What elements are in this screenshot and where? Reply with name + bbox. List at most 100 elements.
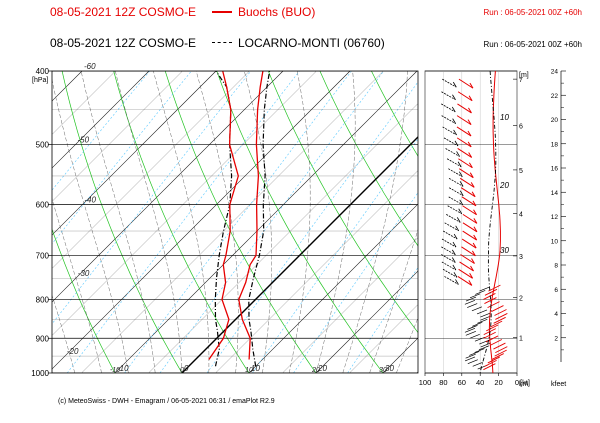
kfeet-tick-label: 2 — [554, 335, 558, 342]
wind-barb-locarno-flag — [459, 181, 464, 187]
wind-barb-buochs — [461, 196, 477, 207]
moist-adiabat — [52, 78, 129, 373]
wind-barb-locarno — [441, 261, 457, 271]
mixing-ratio-line — [206, 81, 418, 373]
wind-barb-buochs-flag — [468, 107, 472, 114]
wind-barb-buochs — [461, 238, 477, 249]
wind-barb-locarno — [449, 187, 464, 197]
isotherm-line — [52, 71, 217, 236]
km-axis-foot: km — [519, 381, 529, 388]
legend-swatch-locarno — [212, 42, 232, 44]
isotherm-line — [81, 71, 384, 373]
isotherm-line — [52, 71, 250, 269]
km-axis-unit: [m] — [519, 72, 529, 79]
wind-barb-buochs — [457, 91, 473, 102]
wind-barb-low-buochs — [484, 359, 497, 367]
wind-barb-buochs — [457, 103, 472, 114]
wind-barb-buochs — [456, 126, 472, 137]
series-buochs-temperature — [238, 71, 264, 360]
wind-barb-locarno-flag — [455, 225, 460, 232]
wind-barb-low-locarno — [472, 322, 483, 327]
isotherm-label: 20 — [317, 364, 327, 373]
wind-speed-locarno — [479, 70, 497, 374]
isotherm-line — [215, 170, 418, 373]
wind-barb-low-locarno — [480, 312, 491, 318]
bottom-temp-label: 30 — [379, 367, 387, 374]
wind-barbs — [441, 78, 508, 371]
wind-barb-buochs-flag — [473, 209, 477, 215]
wind-barb-low-locarno — [479, 286, 490, 292]
wind-barb-locarno — [442, 268, 458, 278]
moist-adiabat — [450, 71, 587, 373]
wind-barb-locarno-flag — [458, 208, 463, 214]
wind-barb-buochs-flag — [467, 130, 472, 137]
wind-barb-buochs-flag — [473, 226, 478, 233]
wind-barb-low-buochs — [494, 349, 507, 357]
mixing-ratio-label: 20 — [499, 181, 509, 190]
isotherm-line — [52, 71, 284, 303]
wind-barb-low-locarno — [471, 306, 483, 312]
wind-barb-locarno — [444, 222, 459, 232]
wind-tick-label: 100 — [419, 378, 432, 387]
legend-label-locarno: LOCARNO-MONTI (06760) — [238, 36, 385, 50]
wind-barb-locarno — [442, 230, 458, 240]
wind-barb-buochs-flag — [471, 250, 476, 257]
wind-barb-low-buochs — [493, 342, 506, 350]
wind-barb-locarno-flag — [453, 272, 458, 278]
wind-barb-locarno-flag — [452, 94, 456, 100]
y-tick-label: 700 — [36, 251, 50, 260]
wind-barb-buochs — [462, 222, 478, 233]
y-tick-label: 800 — [36, 295, 50, 304]
dry-adiabat — [216, 71, 384, 373]
km-tick-label: 1 — [519, 336, 523, 343]
header-line2-legend: LOCARNO-MONTI (06760) — [208, 36, 385, 50]
isotherm-line — [517, 71, 600, 373]
wind-barb-low-buochs — [489, 339, 503, 346]
wind-barb-buochs-flag — [470, 265, 474, 272]
dry-adiabat — [61, 71, 183, 373]
moist-adiabat — [195, 71, 239, 373]
wind-barb-low-buochs — [493, 316, 506, 324]
wind-barb-buochs-flag — [471, 258, 475, 264]
mixing-ratio-line — [52, 71, 150, 191]
bottom-temp-label: 0 — [180, 367, 184, 374]
wind-barb-buochs — [458, 158, 473, 169]
km-tick-label: 2 — [519, 295, 523, 302]
wind-barb-low-buochs — [491, 353, 504, 360]
wind-barb-low-buochs — [487, 356, 501, 364]
wind-barb-buochs-flag — [469, 82, 474, 89]
wind-barb-buochs — [462, 213, 478, 224]
wind-barb-buochs-flag — [470, 182, 475, 188]
wind-barb-locarno — [441, 238, 457, 248]
isotherm-label: -40 — [84, 196, 96, 205]
isotherm-line — [52, 71, 351, 370]
wind-barb-locarno — [441, 103, 456, 113]
wind-barb-buochs — [462, 205, 477, 216]
wind-barb-locarno — [441, 115, 456, 124]
wind-tick-label: 20 — [494, 378, 502, 387]
dry-adiabat — [267, 71, 418, 334]
footer-credit: (c) MeteoSwiss - DWH - Emagram / 06-05-2… — [58, 398, 275, 405]
isotherm-line — [0, 71, 15, 373]
wind-barb-low-locarno — [469, 333, 480, 339]
mixing-ratio-label: 10 — [500, 113, 509, 122]
wind-barb-low-locarno — [464, 300, 476, 305]
wind-barb-low-buochs — [494, 309, 507, 316]
legend-swatch-buochs — [212, 10, 232, 13]
wind-speed-buochs — [488, 70, 501, 374]
wind-tick-label: 40 — [476, 378, 484, 387]
wind-barb-buochs-flag — [472, 242, 477, 249]
wind-barb-buochs-flag — [469, 172, 474, 178]
wind-barb-locarno-flag — [456, 217, 461, 223]
isotherm-line — [114, 71, 418, 373]
series-buochs-dewpoint — [208, 71, 239, 360]
wind-barb-locarno-flag — [451, 257, 456, 263]
zero-isotherm — [181, 136, 418, 373]
moist-adiabat — [153, 71, 210, 373]
wind-barb-low-locarno — [464, 356, 476, 362]
isotherm-line — [349, 304, 418, 373]
wind-barb-buochs-flag — [471, 191, 476, 197]
wind-barb-locarno — [441, 246, 456, 256]
isotherm-label: 30 — [385, 364, 394, 373]
